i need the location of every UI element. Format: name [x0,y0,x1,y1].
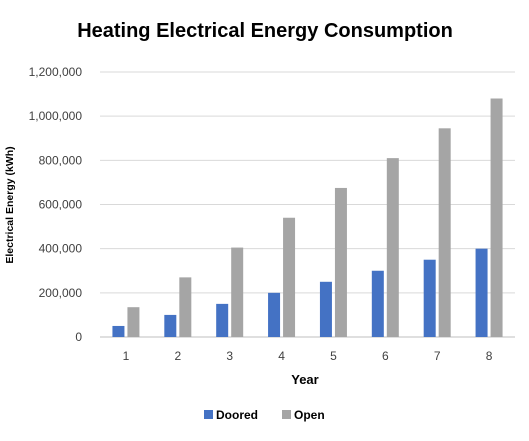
bars [112,98,503,337]
y-tick-label: 1,200,000 [29,65,83,79]
bar-open-7 [438,128,451,337]
bar-doored-2 [164,314,177,337]
y-axis-title: Electrical Energy (kWh) [4,146,16,263]
bar-doored-3 [216,303,229,337]
bar-doored-8 [475,248,488,337]
bar-open-1 [127,307,140,337]
legend: Doored Open [204,408,325,422]
legend-label-doored: Doored [216,408,258,422]
bar-open-3 [231,247,244,337]
bar-doored-7 [423,259,436,337]
bar-doored-5 [319,281,332,337]
bar-doored-1 [112,325,125,337]
x-tick-label: 1 [123,349,130,363]
x-axis-title: Year [291,372,318,387]
bar-open-6 [386,158,399,337]
bar-open-5 [334,187,347,337]
gridlines [100,71,515,338]
bar-doored-6 [371,270,384,337]
x-tick-label: 8 [486,349,493,363]
y-tick-label: 0 [75,330,82,344]
x-tick-label: 7 [434,349,441,363]
legend-label-open: Open [294,408,325,422]
y-tick-labels: 0 200,000 400,000 600,000 800,000 1,000,000 1,… [29,65,83,344]
y-tick-label: 1,000,000 [29,109,83,123]
y-tick-label: 200,000 [39,286,83,300]
x-tick-label: 6 [382,349,389,363]
x-tick-label: 2 [174,349,181,363]
y-tick-label: 600,000 [39,198,83,212]
x-tick-labels: 1 2 3 4 5 6 7 8 [123,349,493,363]
bar-open-2 [179,277,192,337]
y-tick-label: 400,000 [39,242,83,256]
bar-doored-4 [268,292,281,337]
x-tick-label: 3 [226,349,233,363]
x-tick-label: 4 [278,349,285,363]
bar-open-8 [490,98,503,337]
y-tick-label: 800,000 [39,153,83,167]
legend-swatch-doored [204,410,213,419]
x-tick-label: 5 [330,349,337,363]
bar-open-4 [283,217,296,337]
legend-swatch-open [282,410,291,419]
chart-title: Heating Electrical Energy Consumption [77,20,453,42]
